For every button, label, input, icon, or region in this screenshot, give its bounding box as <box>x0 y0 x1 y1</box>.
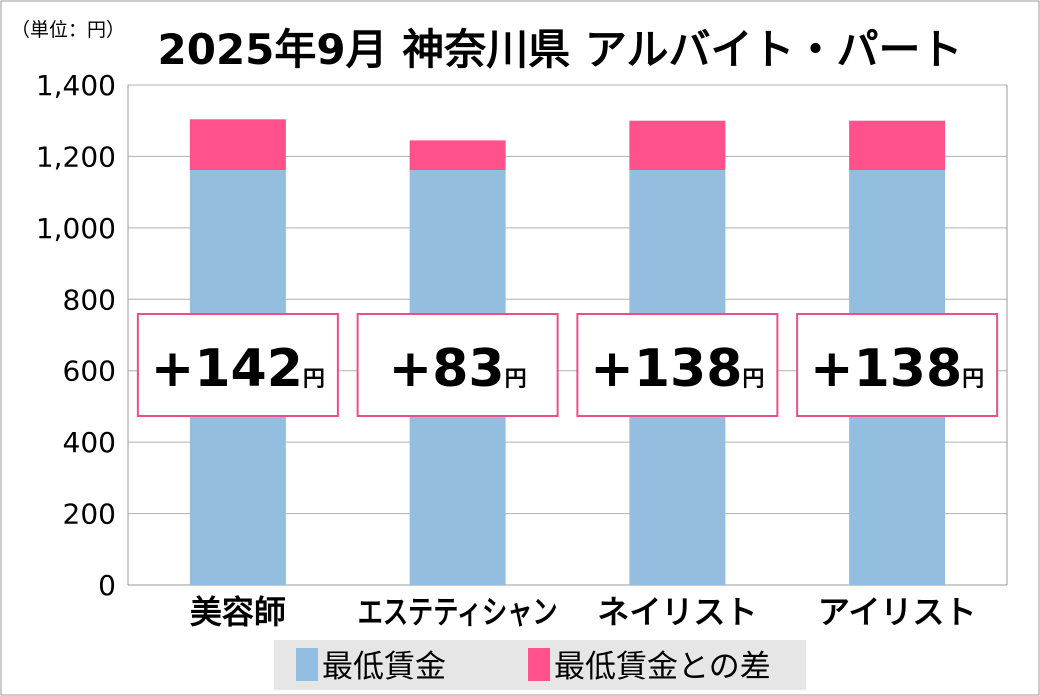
legend-swatch <box>296 648 318 681</box>
category-label: アイリスト <box>818 593 976 631</box>
difference-annotation: +138円 <box>590 339 764 399</box>
unit-label: （単位：円） <box>11 19 125 41</box>
y-tick-label: 0 <box>98 569 116 602</box>
bar-segment-difference <box>409 140 506 170</box>
difference-annotation: +83円 <box>389 339 527 399</box>
category-label: 美容師 <box>190 593 286 631</box>
bar-segment-difference <box>849 120 946 170</box>
category-label: ネイリスト <box>597 593 757 631</box>
y-tick-label: 400 <box>63 426 116 459</box>
difference-annotation-box <box>796 313 999 417</box>
y-tick-label: 1,200 <box>36 140 116 173</box>
y-tick-label: 1,000 <box>36 212 116 245</box>
difference-annotation: +142円 <box>151 339 325 399</box>
difference-annotation-box <box>576 313 779 417</box>
difference-annotation-box <box>136 313 339 417</box>
y-tick-label: 600 <box>63 355 116 388</box>
chart-title: 2025年9月 神奈川県 アルバイト・パート <box>158 25 963 74</box>
y-tick-label: 800 <box>63 283 116 316</box>
legend-label: 最低賃金との差 <box>554 649 771 685</box>
difference-annotation-box <box>356 313 559 417</box>
category-label: エステティシャン <box>358 593 558 631</box>
difference-annotation: +138円 <box>810 339 984 399</box>
legend-swatch <box>528 648 550 681</box>
y-tick-label: 1,400 <box>36 69 116 102</box>
bar-segment-difference <box>629 120 726 170</box>
y-tick-label: 200 <box>63 498 116 531</box>
legend-label: 最低賃金 <box>322 649 446 685</box>
bar-segment-difference <box>189 119 286 170</box>
